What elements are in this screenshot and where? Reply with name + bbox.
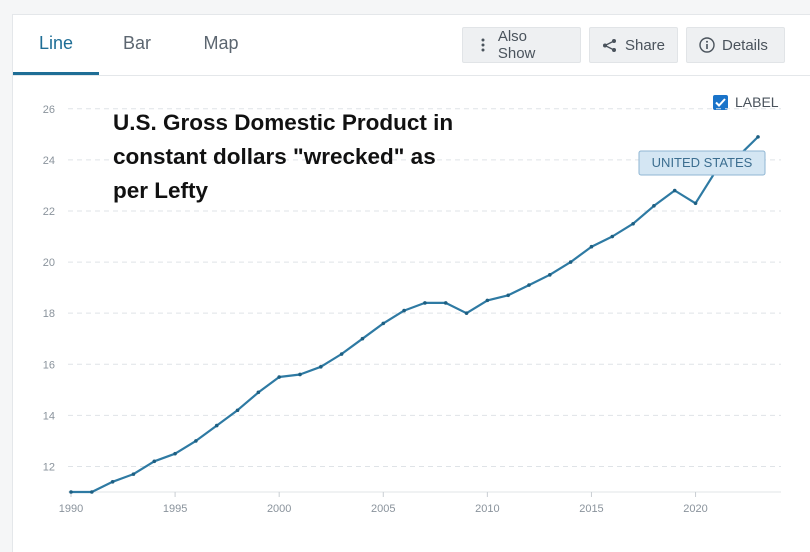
data-point-2008 [443,301,448,305]
label-toggle[interactable]: LABEL [713,93,779,111]
data-point-1993 [131,472,136,476]
x-tick-2015: 2015 [579,503,603,515]
data-point-2015 [589,244,594,249]
data-point-2010 [485,298,490,303]
data-point-2016 [610,234,615,239]
data-point-2000 [277,375,281,379]
y-tick-18: 18 [43,308,55,320]
title-line-1: U.S. Gross Domestic Product in [113,110,453,135]
data-point-2001 [298,372,302,377]
data-point-1997 [214,423,219,428]
data-point-1990 [69,490,73,494]
x-tick-1990: 1990 [59,503,83,515]
data-point-1991 [90,490,94,494]
data-point-2013 [548,273,552,277]
data-point-2020 [693,201,698,206]
y-tick-26: 26 [43,104,55,116]
y-tick-labels: 12 14 16 18 20 22 24 26 [43,104,55,474]
chart-card: Line Bar Map Also Show Share Details LAB… [12,14,810,552]
chart-title: U.S. Gross Domestic Product in constant d… [113,110,453,203]
x-tick-2010: 2010 [475,503,499,515]
data-point-2012 [527,283,531,287]
share-button[interactable]: Share [589,27,678,63]
data-point-2006 [402,308,406,313]
share-label: Share [624,36,665,54]
title-line-2: constant dollars "wrecked" as [113,144,436,169]
y-tick-20: 20 [43,257,55,269]
data-point-1999 [256,390,261,395]
share-icon [602,37,618,53]
x-tick-2005: 2005 [371,503,395,515]
series-label-text: UNITED STATES [652,155,753,170]
data-point-1994 [152,459,157,464]
series-label-badge: UNITED STATES [638,150,766,176]
data-point-2019 [672,188,677,193]
y-tick-22: 22 [43,206,55,218]
series-layer [69,135,760,494]
x-tick-labels: 1990 1995 2000 2005 2010 2015 2020 [59,492,708,515]
details-label: Details [722,36,768,54]
data-point-2023 [756,135,760,139]
details-button[interactable]: Details [686,27,785,63]
series-line-us [71,136,759,494]
series-label-box [638,150,766,176]
x-tick-2020: 2020 [683,503,707,515]
x-tick-1995: 1995 [163,503,187,515]
x-tick-2000: 2000 [267,503,291,515]
tab-bar[interactable]: Bar [122,33,151,53]
info-icon [699,37,715,53]
data-point-2017 [631,221,635,226]
data-point-1995 [173,451,177,456]
title-line-3: per Lefty [113,178,209,203]
y-tick-24: 24 [43,155,55,167]
y-tick-14: 14 [43,410,55,422]
chart-type-tabs: Line Bar Map Also Show Share Details [13,15,810,76]
label-toggle-text: LABEL [735,94,779,110]
tab-line[interactable]: Line [13,15,99,75]
y-tick-16: 16 [43,359,55,371]
also-show-label: Also Show [497,28,536,62]
data-point-2009 [464,311,469,315]
y-tick-12: 12 [43,461,55,473]
data-point-2002 [319,365,323,369]
data-point-2004 [360,336,365,341]
data-point-2005 [381,321,386,326]
label-checkbox[interactable] [713,94,728,110]
more-vertical-icon [475,37,491,53]
data-point-2018 [652,204,656,208]
also-show-button[interactable]: Also Show [462,27,581,63]
data-point-2014 [568,260,573,264]
tab-map[interactable]: Map [203,33,239,53]
data-point-2003 [339,352,344,356]
data-point-2007 [423,301,427,305]
data-point-2011 [506,293,510,298]
data-point-1992 [110,479,115,484]
data-point-1998 [235,408,240,413]
data-point-1996 [194,439,198,443]
